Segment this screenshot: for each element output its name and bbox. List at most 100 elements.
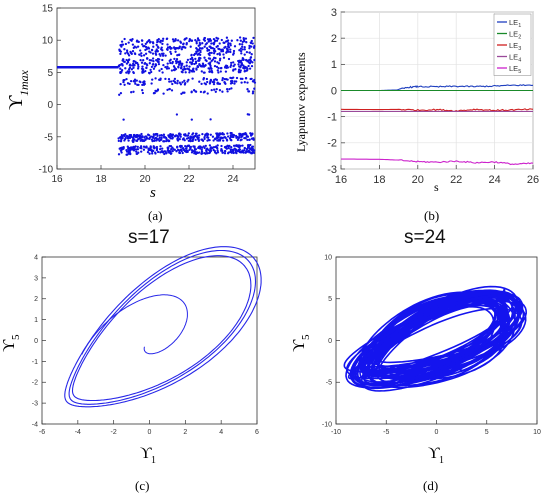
bifurcation-point bbox=[120, 40, 124, 43]
bifurcation-point bbox=[215, 87, 218, 91]
bifurcation-point bbox=[241, 43, 244, 46]
bifurcation-point bbox=[213, 88, 216, 91]
bifurcation-point bbox=[146, 150, 150, 154]
bifurcation-point bbox=[178, 61, 181, 65]
bifurcation-point bbox=[148, 72, 151, 75]
bifurcation-point bbox=[226, 135, 230, 138]
bifurcation-point bbox=[252, 138, 255, 141]
bifurcation-point bbox=[167, 139, 170, 143]
bifurcation-point bbox=[123, 37, 126, 41]
bifurcation-point bbox=[162, 135, 166, 138]
bifurcation-point bbox=[206, 49, 209, 52]
bifurcation-point bbox=[145, 63, 148, 66]
bifurcation-point bbox=[161, 58, 164, 62]
bifurcation-point bbox=[184, 144, 187, 148]
bifurcation-point bbox=[171, 82, 174, 86]
bifurcation-point bbox=[120, 63, 123, 66]
bifurcation-point bbox=[176, 79, 179, 83]
bifurcation-point bbox=[236, 39, 239, 42]
bifurcation-point bbox=[146, 137, 149, 140]
bifurcation-point bbox=[203, 45, 206, 48]
bifurcation-point bbox=[238, 146, 241, 149]
bifurcation-point bbox=[221, 48, 224, 52]
bifurcation-point bbox=[243, 53, 246, 56]
bifurcation-point bbox=[120, 148, 124, 151]
bifurcation-point bbox=[194, 138, 197, 142]
bifurcation-point bbox=[127, 139, 130, 142]
panel-d-xtick-label: -10 bbox=[331, 429, 341, 436]
bifurcation-point bbox=[238, 49, 241, 52]
bifurcation-point bbox=[198, 134, 201, 137]
bifurcation-point bbox=[155, 138, 158, 141]
bifurcation-point bbox=[232, 53, 235, 56]
bifurcation-point bbox=[166, 62, 169, 65]
bifurcation-point bbox=[126, 59, 130, 63]
bifurcation-point bbox=[194, 38, 197, 42]
panel-b-ytick-label: -3 bbox=[327, 164, 337, 176]
bifurcation-point bbox=[183, 65, 186, 68]
bifurcation-point bbox=[144, 52, 148, 55]
bifurcation-point bbox=[226, 39, 230, 42]
legend-entry-label: LE2 bbox=[509, 30, 521, 41]
bifurcation-point bbox=[117, 137, 120, 140]
bifurcation-point bbox=[176, 138, 179, 141]
bifurcation-point bbox=[154, 50, 157, 53]
bifurcation-point bbox=[149, 51, 152, 54]
bifurcation-point bbox=[251, 61, 254, 64]
bifurcation-point bbox=[222, 56, 226, 59]
panel-a-ytick-label: 0 bbox=[47, 100, 53, 111]
transient-trajectory bbox=[81, 294, 188, 355]
bifurcation-point bbox=[232, 151, 235, 155]
bifurcation-point bbox=[154, 151, 157, 154]
bifurcation-point bbox=[240, 52, 243, 55]
bifurcation-point bbox=[229, 80, 233, 83]
bifurcation-point bbox=[145, 66, 148, 69]
bifurcation-point bbox=[151, 135, 155, 139]
bifurcation-point bbox=[123, 83, 126, 86]
bifurcation-point bbox=[240, 63, 243, 66]
bifurcation-point bbox=[161, 39, 164, 43]
bifurcation-point bbox=[224, 82, 227, 85]
panel-a-bifurcation: 16 18 20 22 24 -10 -5 0 5 10 15 s ϒ 1max (a) bbox=[5, 4, 257, 223]
bifurcation-point bbox=[175, 58, 179, 61]
bifurcation-point bbox=[186, 134, 190, 137]
bifurcation-point bbox=[131, 43, 135, 46]
bifurcation-point bbox=[141, 139, 145, 143]
bifurcation-point bbox=[119, 91, 123, 95]
bifurcation-point bbox=[200, 152, 203, 155]
bifurcation-point bbox=[136, 67, 140, 70]
bifurcation-point bbox=[238, 134, 241, 137]
bifurcation-point bbox=[218, 133, 221, 137]
bifurcation-point bbox=[214, 56, 217, 60]
bifurcation-point bbox=[216, 52, 219, 56]
bifurcation-point bbox=[191, 77, 194, 80]
panel-d-xlabel: ϒ 1 bbox=[428, 445, 444, 466]
bifurcation-point bbox=[225, 47, 229, 50]
bifurcation-point bbox=[199, 64, 202, 67]
bifurcation-point bbox=[124, 67, 127, 70]
bifurcation-point bbox=[170, 69, 174, 72]
bifurcation-point bbox=[210, 42, 213, 45]
bifurcation-point bbox=[143, 62, 146, 65]
bifurcation-point bbox=[242, 66, 245, 69]
limit-cycle-orbit bbox=[64, 246, 262, 408]
bifurcation-point bbox=[226, 90, 229, 93]
bifurcation-point bbox=[162, 92, 165, 95]
bifurcation-point bbox=[220, 144, 223, 148]
bifurcation-point bbox=[246, 138, 249, 142]
bifurcation-point bbox=[129, 51, 133, 55]
bifurcation-point bbox=[131, 37, 134, 41]
bifurcation-point bbox=[141, 65, 144, 68]
bifurcation-point bbox=[230, 77, 234, 80]
bifurcation-point bbox=[217, 66, 220, 70]
bifurcation-point bbox=[230, 139, 233, 142]
bifurcation-point bbox=[190, 149, 194, 152]
bifurcation-point bbox=[223, 46, 226, 49]
bifurcation-point bbox=[241, 144, 244, 147]
bifurcation-point bbox=[210, 69, 213, 73]
bifurcation-point bbox=[156, 134, 159, 138]
bifurcation-point bbox=[229, 50, 232, 54]
bifurcation-point bbox=[245, 69, 248, 72]
bifurcation-point bbox=[219, 70, 222, 73]
bifurcation-point bbox=[225, 87, 229, 91]
